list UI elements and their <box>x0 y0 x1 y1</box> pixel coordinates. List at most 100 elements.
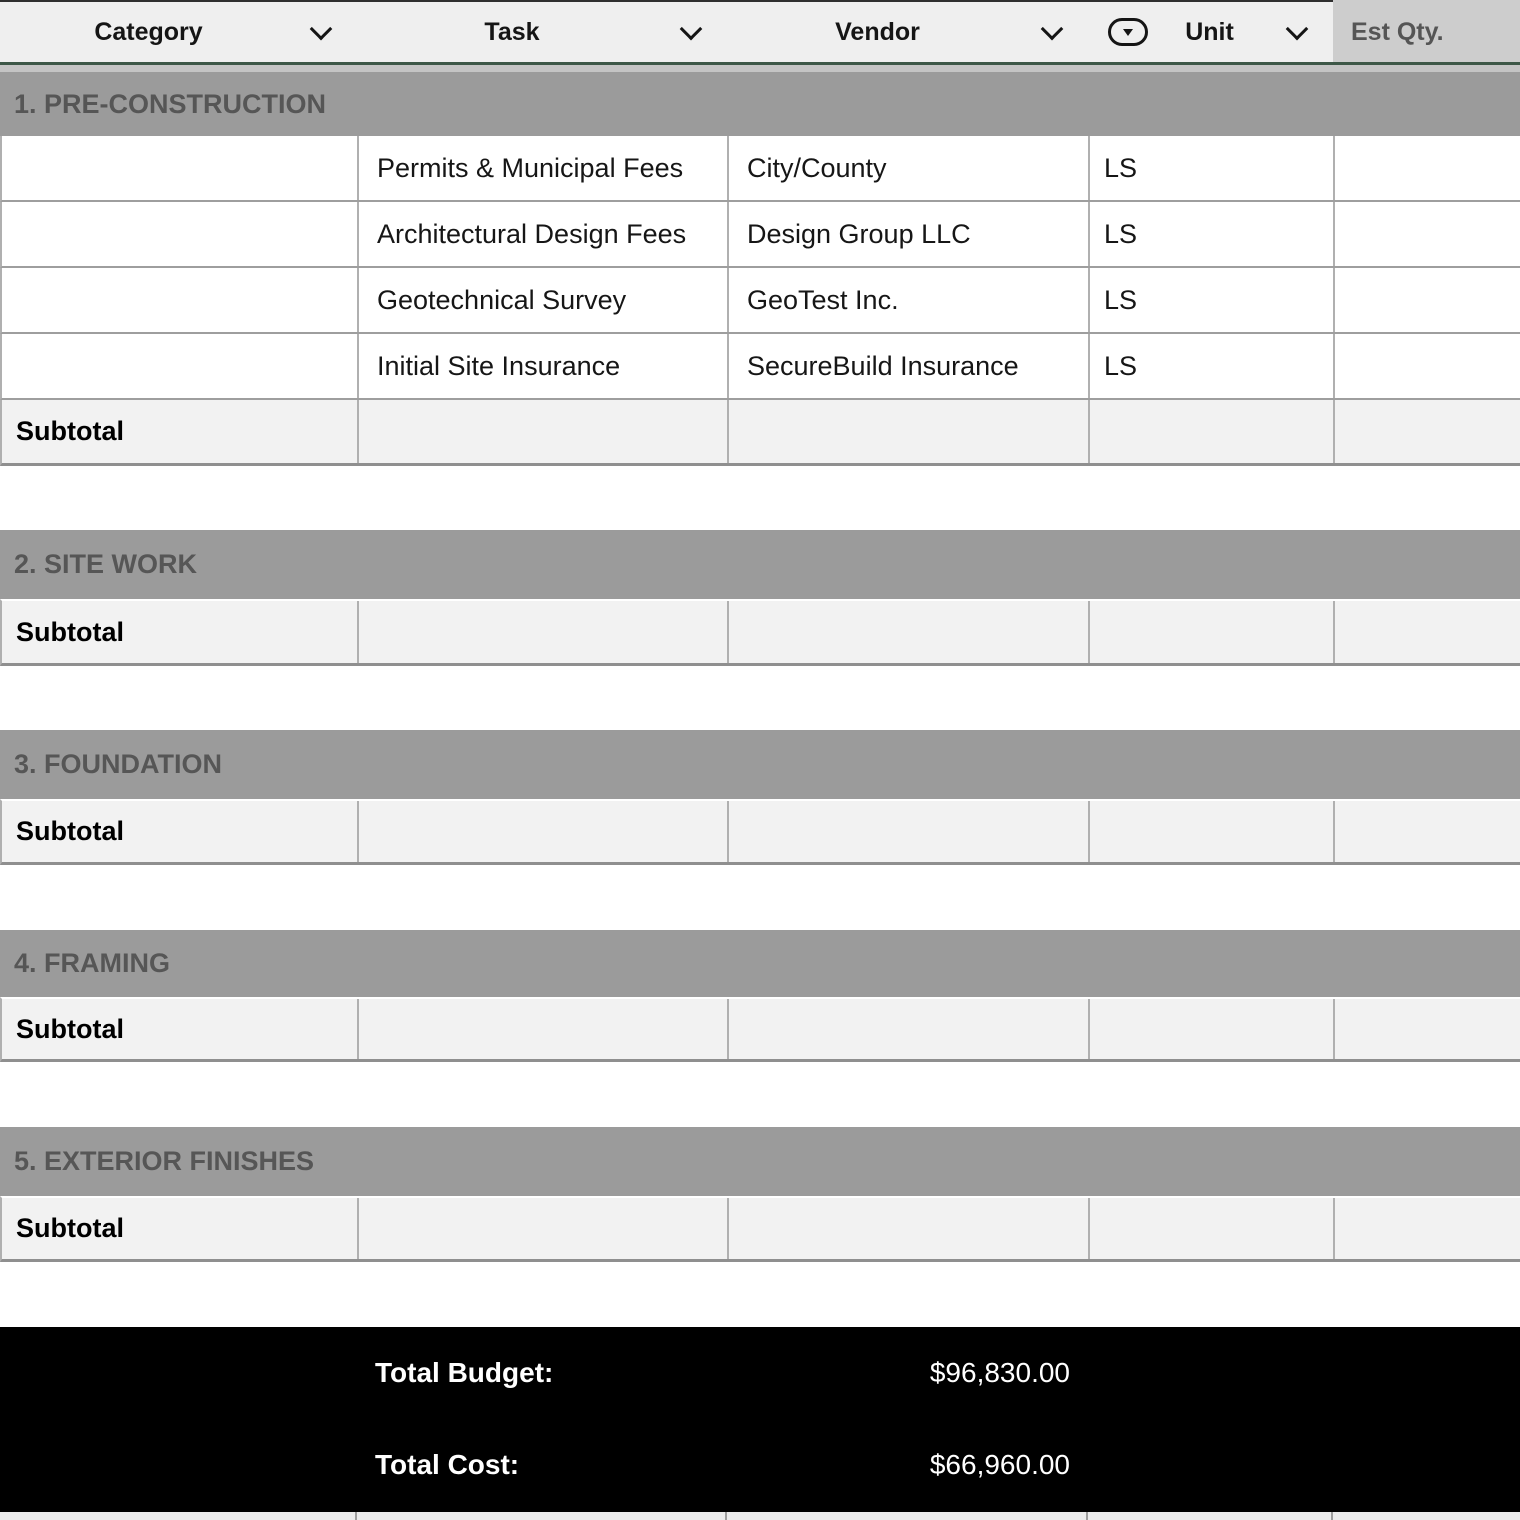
cell-task[interactable] <box>359 801 729 862</box>
chevron-down-icon[interactable] <box>1285 17 1309 41</box>
section-title: 2. SITE WORK <box>14 549 198 579</box>
cell-vendor[interactable] <box>729 801 1090 862</box>
section-header-row[interactable]: 4. FRAMING <box>0 930 1520 997</box>
cell-unit[interactable]: LS <box>1090 136 1335 200</box>
column-header-label: Unit <box>1185 17 1234 46</box>
section-header-row[interactable]: 5. EXTERIOR FINISHES <box>0 1127 1520 1196</box>
spacer-row <box>0 1262 1520 1327</box>
cell-est-qty[interactable] <box>1335 136 1520 200</box>
total-budget-value[interactable]: $96,830.00 <box>929 1357 1070 1388</box>
cell-category[interactable] <box>2 268 359 332</box>
cell-task[interactable] <box>357 1512 727 1520</box>
cell-est-qty[interactable] <box>1335 801 1520 862</box>
cell-vendor[interactable]: City/County <box>729 136 1090 200</box>
section-title: 5. EXTERIOR FINISHES <box>14 1146 315 1176</box>
cell-unit[interactable]: LS <box>1090 334 1335 398</box>
cell-task[interactable]: Permits & Municipal Fees <box>359 136 729 200</box>
cell-unit[interactable]: LS <box>1090 202 1335 266</box>
total-cost-label[interactable]: Total Cost: <box>375 1449 520 1480</box>
subtotal-row: Subtotal <box>0 599 1520 666</box>
total-cost-value[interactable]: $66,960.00 <box>929 1449 1070 1480</box>
cell-unit[interactable] <box>1090 801 1335 862</box>
cell-task[interactable] <box>359 601 729 663</box>
table-row: Initial Site Insurance SecureBuild Insura… <box>0 334 1520 400</box>
cell-task[interactable] <box>359 999 729 1059</box>
section-title: 3. FOUNDATION <box>14 749 222 779</box>
top-border-light <box>1333 0 1520 2</box>
cell-category[interactable] <box>2 202 359 266</box>
spacer-row <box>0 1062 1520 1127</box>
cell-est-qty[interactable] <box>1335 999 1520 1059</box>
table-row: Permits & Municipal Fees City/County LS <box>0 136 1520 202</box>
popup-menu-triangle <box>1123 28 1133 36</box>
cell-task[interactable] <box>359 1198 729 1259</box>
column-header-vendor[interactable]: Vendor <box>727 2 1088 62</box>
cell-task[interactable]: Initial Site Insurance <box>359 334 729 398</box>
cell-category[interactable] <box>2 334 359 398</box>
cell-est-qty[interactable] <box>1335 400 1520 463</box>
cell-category[interactable]: Subtotal <box>2 1198 359 1259</box>
column-header-task[interactable]: Task <box>357 2 727 62</box>
cell-unit[interactable]: LS <box>1090 268 1335 332</box>
column-header-category[interactable]: Category <box>0 2 357 62</box>
column-header-label: Vendor <box>835 17 920 46</box>
cell-unit[interactable] <box>1090 601 1335 663</box>
subtotal-row: Subtotal <box>0 1196 1520 1262</box>
subtotal-label: Subtotal <box>16 816 124 846</box>
cell-unit[interactable] <box>1090 400 1335 463</box>
subtotal-label: Subtotal <box>16 1213 124 1243</box>
column-header-label: Task <box>484 17 540 46</box>
chevron-down-icon[interactable] <box>679 17 703 41</box>
column-header-label: Category <box>94 17 203 46</box>
popup-menu-icon[interactable] <box>1108 18 1148 46</box>
column-header-unit[interactable]: Unit <box>1088 2 1333 62</box>
cell-category[interactable] <box>0 1512 357 1520</box>
subtotal-label: Subtotal <box>16 416 124 446</box>
section-header-row[interactable]: 3. FOUNDATION <box>0 730 1520 799</box>
cell-est-qty[interactable] <box>1335 1198 1520 1259</box>
cell-category[interactable]: Subtotal <box>2 400 359 463</box>
cell-unit[interactable] <box>1090 999 1335 1059</box>
cell-task[interactable]: Architectural Design Fees <box>359 202 729 266</box>
totals-footer: Total Budget: $96,830.00 Total Cost: $66… <box>0 1327 1520 1512</box>
cell-unit[interactable] <box>1090 1198 1335 1259</box>
cell-unit[interactable] <box>1088 1512 1333 1520</box>
sheet-top-border <box>0 0 1520 2</box>
sections-container: 1. PRE-CONSTRUCTION Permits & Municipal F… <box>0 72 1520 1327</box>
section-title: 4. FRAMING <box>14 948 171 978</box>
cell-category[interactable]: Subtotal <box>2 999 359 1059</box>
cell-est-qty[interactable] <box>1333 1512 1520 1520</box>
cell-est-qty[interactable] <box>1335 268 1520 332</box>
cell-vendor[interactable]: GeoTest Inc. <box>729 268 1090 332</box>
total-budget-label[interactable]: Total Budget: <box>375 1357 554 1388</box>
top-border-dark <box>0 0 1333 2</box>
cell-vendor[interactable] <box>729 601 1090 663</box>
chevron-down-icon[interactable] <box>309 17 333 41</box>
cell-vendor[interactable] <box>729 1198 1090 1259</box>
subtotal-row: Subtotal <box>0 400 1520 466</box>
cell-category[interactable] <box>2 136 359 200</box>
cell-vendor[interactable]: Design Group LLC <box>729 202 1090 266</box>
cell-category[interactable]: Subtotal <box>2 601 359 663</box>
cell-task[interactable] <box>359 400 729 463</box>
section-title: 1. PRE-CONSTRUCTION <box>14 88 327 119</box>
spacer-row <box>0 666 1520 730</box>
spacer-row <box>0 865 1520 930</box>
table-row: Architectural Design Fees Design Group LL… <box>0 202 1520 268</box>
section-header-row[interactable]: 1. PRE-CONSTRUCTION <box>0 72 1520 136</box>
cell-vendor[interactable] <box>729 400 1090 463</box>
column-header-label: Est Qty. <box>1351 17 1444 46</box>
chevron-down-icon[interactable] <box>1040 17 1064 41</box>
cell-vendor[interactable] <box>729 999 1090 1059</box>
cell-category[interactable]: Subtotal <box>2 801 359 862</box>
column-header-est-qty[interactable]: Est Qty. <box>1333 2 1520 62</box>
total-cost-row: Total Cost: $66,960.00 <box>0 1419 1520 1511</box>
cell-task[interactable]: Geotechnical Survey <box>359 268 729 332</box>
cell-vendor[interactable]: SecureBuild Insurance <box>729 334 1090 398</box>
cell-est-qty[interactable] <box>1335 202 1520 266</box>
cell-vendor[interactable] <box>727 1512 1088 1520</box>
cell-est-qty[interactable] <box>1335 334 1520 398</box>
section-header-row[interactable]: 2. SITE WORK <box>0 530 1520 599</box>
cell-est-qty[interactable] <box>1335 601 1520 663</box>
